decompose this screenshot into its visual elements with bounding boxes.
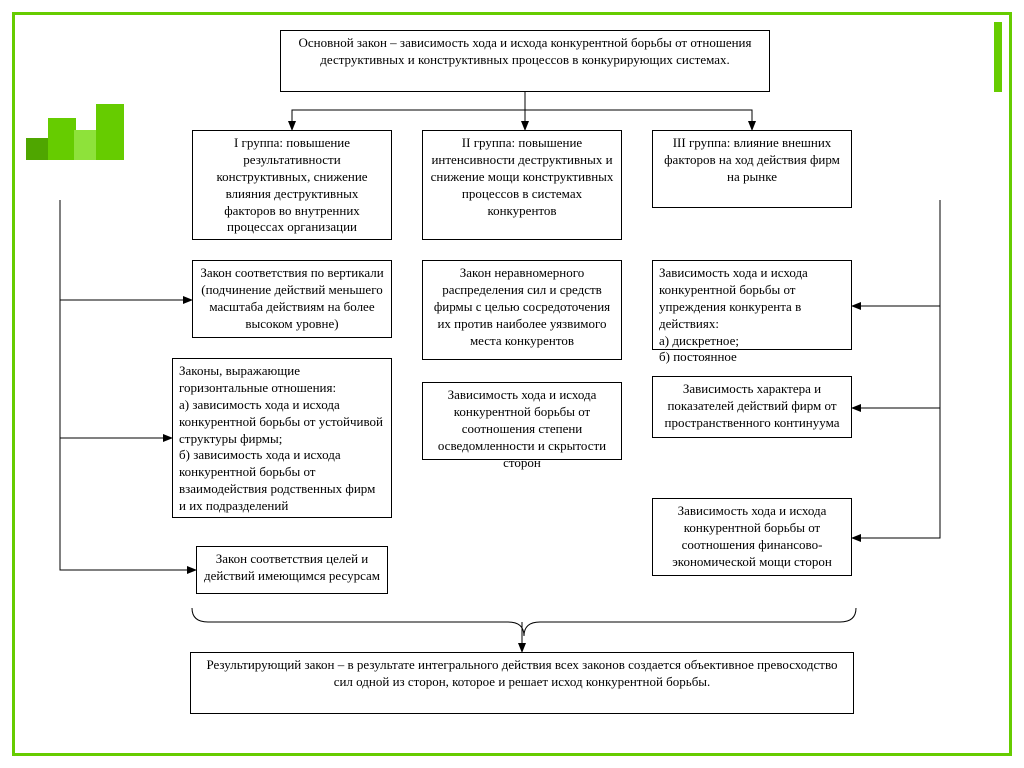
node-law-c1: Зависимость хода и исхода конкурентной б… — [652, 260, 852, 350]
node-law-c2: Зависимость характера и показателей дейс… — [652, 376, 852, 438]
node-resulting-law: Результирующий закон – в результате инте… — [190, 652, 854, 714]
green-accent — [994, 22, 1002, 92]
node-law-a1: Закон соответствия по вертикали (подчине… — [192, 260, 392, 338]
node-group-1: I группа: повышение результативности кон… — [192, 130, 392, 240]
node-law-a3: Закон соответствия целей и действий имею… — [196, 546, 388, 594]
decorative-bars-icon — [22, 90, 132, 160]
node-law-b1: Закон неравномерного распределения сил и… — [422, 260, 622, 360]
node-group-2: II группа: повышение интенсивности дестр… — [422, 130, 622, 240]
node-main-law: Основной закон – зависимость хода и исхо… — [280, 30, 770, 92]
node-group-3: III группа: влияние внешних факторов на … — [652, 130, 852, 208]
node-law-a2: Законы, выражающие горизонтальные отноше… — [172, 358, 392, 518]
node-law-b2: Зависимость хода и исхода конкурентной б… — [422, 382, 622, 460]
node-law-c3: Зависимость хода и исхода конкурентной б… — [652, 498, 852, 576]
